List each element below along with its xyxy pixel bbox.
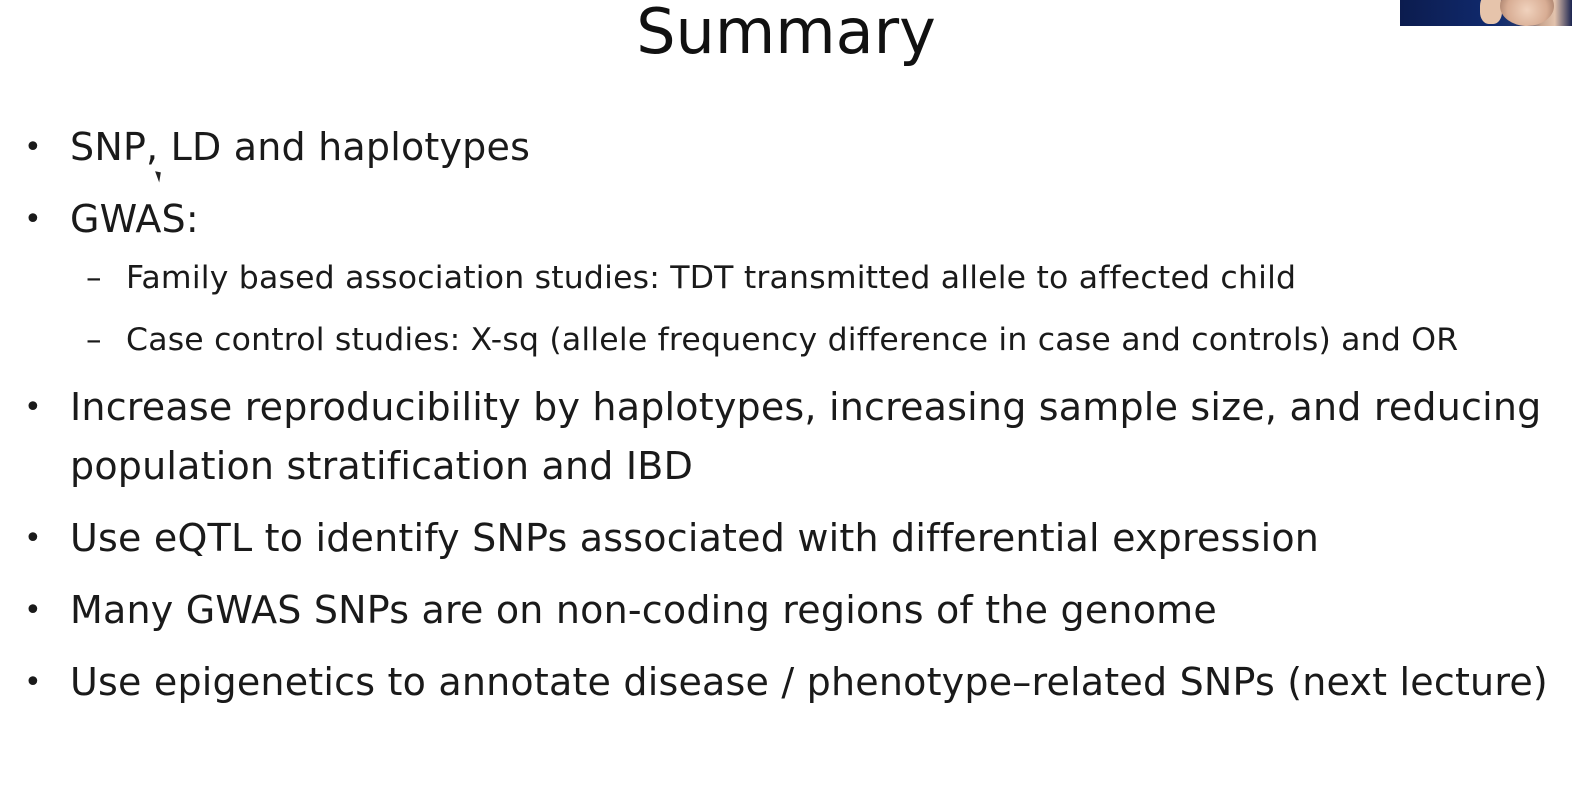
bullet-item: • SNP, LD and haplotypes — [0, 118, 1572, 177]
bullet-item: • Increase reproducibility by haplotypes… — [0, 378, 1572, 496]
bullet-dot-icon: • — [24, 665, 42, 700]
bullet-text: SNP, LD and haplotypes — [70, 125, 531, 169]
slide-title: Summary — [636, 0, 936, 68]
bullet-dot-icon: • — [24, 130, 42, 165]
sub-bullet-list: – Family based association studies: TDT … — [70, 253, 1572, 365]
bullet-item: • GWAS: – Family based association studi… — [0, 190, 1572, 365]
bullet-text: GWAS: — [70, 197, 199, 241]
sub-bullet-text: Case control studies: X-sq (allele frequ… — [126, 322, 1459, 358]
sub-bullet-item: – Family based association studies: TDT … — [70, 253, 1572, 303]
webcam-overlay — [1400, 0, 1572, 26]
bullet-item: • Use epigenetics to annotate disease / … — [0, 653, 1572, 712]
sub-bullet-dash-icon: – — [86, 260, 102, 296]
bullet-item: • Many GWAS SNPs are on non-coding regio… — [0, 581, 1572, 640]
bullet-dot-icon: • — [24, 390, 42, 425]
bullet-text: Many GWAS SNPs are on non-coding regions… — [70, 588, 1217, 632]
bullet-dot-icon: • — [24, 521, 42, 556]
bullet-list: • SNP, LD and haplotypes • GWAS: – Famil… — [0, 118, 1572, 725]
webcam-presenter — [1500, 0, 1554, 26]
bullet-text: Increase reproducibility by haplotypes, … — [70, 385, 1542, 488]
sub-bullet-text: Family based association studies: TDT tr… — [126, 260, 1297, 296]
bullet-dot-icon: • — [24, 593, 42, 628]
bullet-text: Use eQTL to identify SNPs associated wit… — [70, 516, 1320, 560]
sub-bullet-item: – Case control studies: X-sq (allele fre… — [70, 315, 1572, 365]
webcam-hand — [1480, 0, 1502, 24]
bullet-dot-icon: • — [24, 202, 42, 237]
bullet-text: Use epigenetics to annotate disease / ph… — [70, 660, 1548, 704]
sub-bullet-dash-icon: – — [86, 322, 102, 358]
bullet-item: • Use eQTL to identify SNPs associated w… — [0, 509, 1572, 568]
